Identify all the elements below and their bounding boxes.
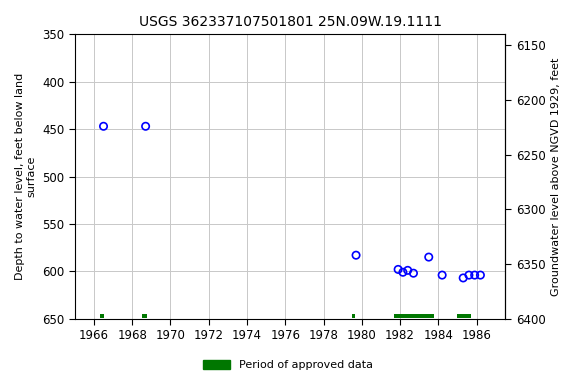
Bar xyxy=(100,314,104,318)
Point xyxy=(141,123,150,129)
Point xyxy=(393,266,403,273)
Point xyxy=(470,272,479,278)
Bar xyxy=(457,314,471,318)
Point xyxy=(424,254,433,260)
Bar xyxy=(353,314,355,318)
Title: USGS 362337107501801 25N.09W.19.1111: USGS 362337107501801 25N.09W.19.1111 xyxy=(139,15,442,29)
Point xyxy=(351,252,361,258)
Y-axis label: Groundwater level above NGVD 1929, feet: Groundwater level above NGVD 1929, feet xyxy=(551,57,561,296)
Y-axis label: Depth to water level, feet below land
surface: Depth to water level, feet below land su… xyxy=(15,73,37,280)
Point xyxy=(409,270,418,276)
Point xyxy=(464,272,473,278)
Point xyxy=(99,123,108,129)
Point xyxy=(438,272,447,278)
Bar xyxy=(395,314,434,318)
Point xyxy=(399,269,408,275)
Point xyxy=(403,267,412,273)
Point xyxy=(476,272,485,278)
Bar xyxy=(142,314,146,318)
Point xyxy=(458,275,468,281)
Legend: Period of approved data: Period of approved data xyxy=(198,355,378,375)
